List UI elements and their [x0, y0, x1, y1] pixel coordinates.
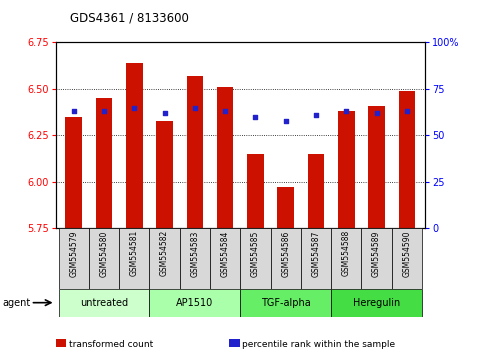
Bar: [241, 289, 331, 317]
Text: GSM554589: GSM554589: [372, 230, 381, 276]
Text: GDS4361 / 8133600: GDS4361 / 8133600: [70, 12, 189, 25]
Bar: [58, 289, 149, 317]
Text: GSM554580: GSM554580: [99, 230, 109, 276]
Text: AP1510: AP1510: [176, 298, 213, 308]
Bar: [241, 228, 270, 289]
Bar: [149, 289, 241, 317]
Bar: [331, 289, 422, 317]
Text: GSM554579: GSM554579: [69, 230, 78, 276]
Point: [161, 110, 169, 116]
Bar: [338, 111, 355, 228]
Bar: [247, 154, 264, 228]
Text: untreated: untreated: [80, 298, 128, 308]
Text: TGF-alpha: TGF-alpha: [261, 298, 311, 308]
Point: [130, 105, 138, 110]
Point: [221, 108, 229, 114]
Text: GSM554583: GSM554583: [190, 230, 199, 276]
Bar: [186, 76, 203, 228]
Bar: [398, 91, 415, 228]
Bar: [119, 228, 149, 289]
Point: [252, 114, 259, 120]
Bar: [210, 228, 241, 289]
Text: transformed count: transformed count: [69, 340, 153, 349]
Text: GSM554587: GSM554587: [312, 230, 321, 276]
Bar: [392, 228, 422, 289]
Point: [282, 118, 290, 124]
Bar: [96, 98, 113, 228]
Bar: [126, 63, 142, 228]
Point: [342, 108, 350, 114]
Text: GSM554584: GSM554584: [221, 230, 229, 276]
Bar: [331, 228, 361, 289]
Bar: [361, 228, 392, 289]
Text: GSM554581: GSM554581: [130, 230, 139, 276]
Point: [312, 112, 320, 118]
Bar: [149, 228, 180, 289]
Bar: [180, 228, 210, 289]
Bar: [65, 117, 82, 228]
Bar: [270, 228, 301, 289]
Bar: [301, 228, 331, 289]
Bar: [89, 228, 119, 289]
Text: percentile rank within the sample: percentile rank within the sample: [242, 340, 396, 349]
Point: [373, 110, 381, 116]
Point: [100, 108, 108, 114]
Point: [191, 105, 199, 110]
Text: GSM554586: GSM554586: [281, 230, 290, 276]
Bar: [58, 228, 89, 289]
Bar: [308, 154, 325, 228]
Text: GSM554590: GSM554590: [402, 230, 412, 276]
Point: [403, 108, 411, 114]
Text: Heregulin: Heregulin: [353, 298, 400, 308]
Bar: [277, 188, 294, 228]
Text: GSM554588: GSM554588: [342, 230, 351, 276]
Point: [70, 108, 78, 114]
Text: GSM554582: GSM554582: [160, 230, 169, 276]
Bar: [368, 106, 385, 228]
Text: agent: agent: [2, 298, 30, 308]
Text: GSM554585: GSM554585: [251, 230, 260, 276]
Bar: [217, 87, 233, 228]
Bar: [156, 121, 173, 228]
